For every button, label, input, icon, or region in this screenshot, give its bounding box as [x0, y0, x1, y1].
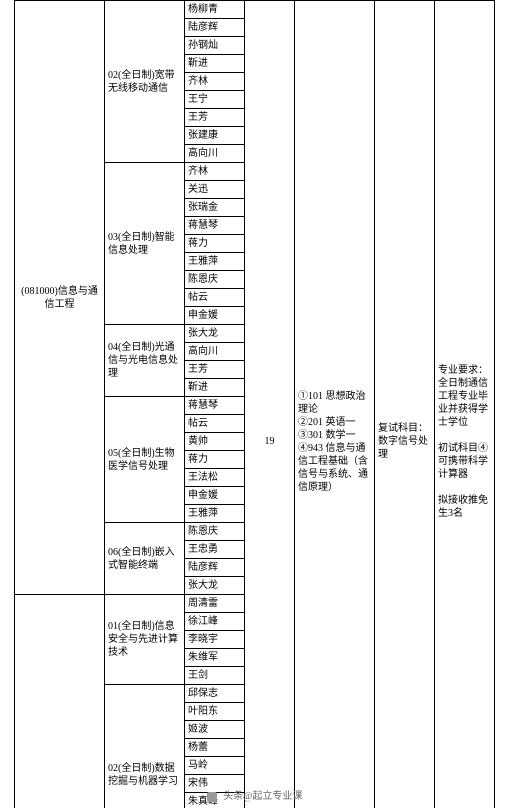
- name-cell: 马岭: [185, 757, 245, 775]
- name-cell: 王芳: [185, 109, 245, 127]
- name-cell: 王芳: [185, 361, 245, 379]
- name-cell: 靳进: [185, 55, 245, 73]
- name-cell: 徐江峰: [185, 613, 245, 631]
- name-cell: 申金媛: [185, 307, 245, 325]
- major-cell-lower: [15, 595, 105, 808]
- name-cell: 陈恩庆: [185, 271, 245, 289]
- name-cell: 李晓宇: [185, 631, 245, 649]
- name-cell: 张大龙: [185, 325, 245, 343]
- major-cell: (081000)信息与通信工程: [15, 1, 105, 595]
- name-cell: 叶阳东: [185, 703, 245, 721]
- direction-cell: 01(全日制)信息安全与先进计算技术: [105, 595, 185, 685]
- name-cell: 朱维军: [185, 649, 245, 667]
- name-cell: 周清雷: [185, 595, 245, 613]
- name-cell: 王雅萍: [185, 505, 245, 523]
- name-cell: 邱保志: [185, 685, 245, 703]
- name-cell: 蒋慧琴: [185, 397, 245, 415]
- name-cell: 张瑞金: [185, 199, 245, 217]
- footer-text: 头条@起立专业课: [223, 791, 302, 802]
- name-cell: 陆彦辉: [185, 559, 245, 577]
- exam-cell: ①101 思想政治理论 ②201 英语一 ③301 数学一 ④943 信息与通信…: [295, 1, 375, 808]
- name-cell: 陆彦辉: [185, 19, 245, 37]
- direction-cell: 05(全日制)生物医学信号处理: [105, 397, 185, 523]
- count-cell: 19: [245, 1, 295, 808]
- source-icon: [207, 792, 217, 802]
- req-cell: 专业要求：全日制通信工程专业毕业并获得学士学位 初试科目④可携带科学计算器 拟接…: [435, 1, 495, 808]
- name-cell: 张大龙: [185, 577, 245, 595]
- retest-cell: 复试科目：数字信号处理: [375, 1, 435, 808]
- name-cell: 陈恩庆: [185, 523, 245, 541]
- name-cell: 王雅萍: [185, 253, 245, 271]
- name-cell: 帖云: [185, 289, 245, 307]
- name-cell: 王宁: [185, 91, 245, 109]
- name-cell: 黄帅: [185, 433, 245, 451]
- direction-cell: 04(全日制)光通信与光电信息处理: [105, 325, 185, 397]
- name-cell: 杨柳青: [185, 1, 245, 19]
- name-cell: 王忠勇: [185, 541, 245, 559]
- name-cell: 蒋力: [185, 451, 245, 469]
- name-cell: 孙钢灿: [185, 37, 245, 55]
- name-cell: 高向川: [185, 145, 245, 163]
- name-cell: 齐林: [185, 73, 245, 91]
- footer: 头条@起立专业课: [0, 787, 509, 802]
- name-cell: 蒋力: [185, 235, 245, 253]
- name-cell: 姬波: [185, 721, 245, 739]
- direction-cell: 02(全日制)宽带无线移动通信: [105, 1, 185, 163]
- direction-cell: 03(全日制)智能信息处理: [105, 163, 185, 325]
- name-cell: 王剑: [185, 667, 245, 685]
- name-cell: 高向川: [185, 343, 245, 361]
- name-cell: 齐林: [185, 163, 245, 181]
- name-cell: 蒋慧琴: [185, 217, 245, 235]
- name-cell: 帖云: [185, 415, 245, 433]
- direction-cell: 06(全日制)嵌入式智能终端: [105, 523, 185, 595]
- name-cell: 申金媛: [185, 487, 245, 505]
- name-cell: 王法松: [185, 469, 245, 487]
- name-cell: 杨蕾: [185, 739, 245, 757]
- name-cell: 张建康: [185, 127, 245, 145]
- name-cell: 关迅: [185, 181, 245, 199]
- name-cell: 靳进: [185, 379, 245, 397]
